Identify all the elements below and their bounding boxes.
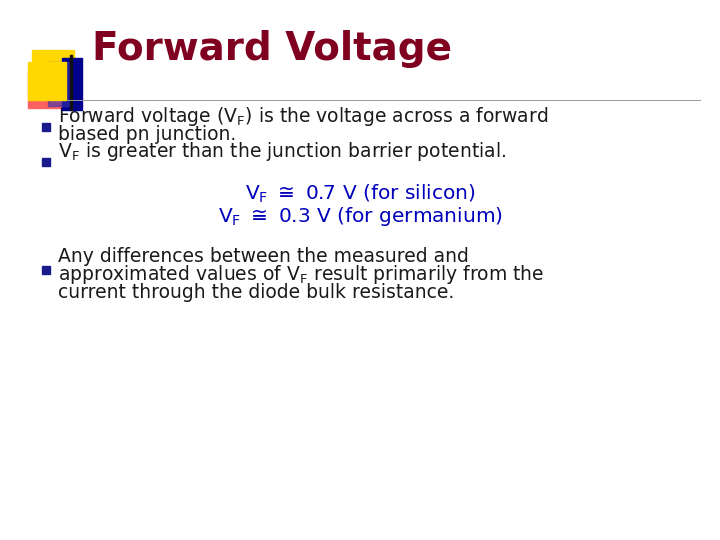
Text: Any differences between the measured and: Any differences between the measured and	[58, 247, 469, 266]
Text: Forward voltage (V$_\mathregular{F}$) is the voltage across a forward: Forward voltage (V$_\mathregular{F}$) is…	[58, 105, 548, 128]
Bar	[32, 50, 74, 92]
Text: approximated values of V$_\mathregular{F}$ result primarily from the: approximated values of V$_\mathregular{F…	[58, 263, 544, 286]
Bar	[62, 58, 82, 110]
Text: Forward Voltage: Forward Voltage	[92, 30, 452, 68]
Text: biased pn junction.: biased pn junction.	[58, 125, 236, 144]
Bar	[28, 72, 64, 108]
Bar	[70, 55, 72, 110]
Text: V$_\mathregular{F}$ $\cong$ 0.3 V (for germanium): V$_\mathregular{F}$ $\cong$ 0.3 V (for g…	[217, 205, 503, 228]
Bar	[48, 62, 70, 106]
Bar	[42, 123, 50, 131]
Bar	[42, 266, 50, 274]
Text: V$_\mathregular{F}$ is greater than the junction barrier potential.: V$_\mathregular{F}$ is greater than the …	[58, 140, 506, 163]
Text: current through the diode bulk resistance.: current through the diode bulk resistanc…	[58, 283, 454, 302]
Text: V$_\mathregular{F}$ $\cong$ 0.7 V (for silicon): V$_\mathregular{F}$ $\cong$ 0.7 V (for s…	[245, 183, 475, 205]
Bar	[42, 158, 50, 166]
